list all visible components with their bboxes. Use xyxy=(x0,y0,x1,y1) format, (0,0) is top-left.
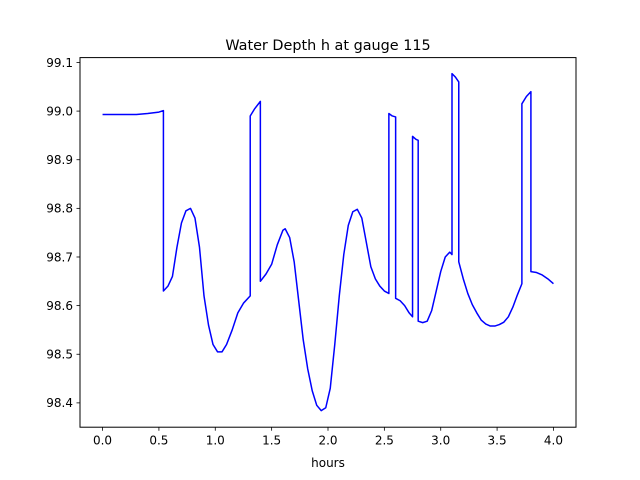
x-tick-label: 0.0 xyxy=(93,434,112,448)
x-axis-label: hours xyxy=(311,456,345,470)
plot-content xyxy=(102,72,554,412)
x-tick-label: 2.0 xyxy=(318,434,337,448)
x-tick-label: 3.5 xyxy=(488,434,507,448)
x-tick-label: 2.5 xyxy=(375,434,394,448)
x-tick-label: 0.5 xyxy=(149,434,168,448)
y-tick-label: 98.5 xyxy=(46,348,73,362)
y-tick-label: 98.6 xyxy=(46,299,73,313)
plot-frame xyxy=(79,57,577,428)
x-tick-label: 1.0 xyxy=(206,434,225,448)
x-tick-label: 3.0 xyxy=(431,434,450,448)
y-axis: 98.4 98.5 98.6 98.7 98.8 98.9 99.0 99.1 xyxy=(46,56,80,410)
x-tick-label: 1.5 xyxy=(262,434,281,448)
y-tick-label: 98.7 xyxy=(46,250,73,264)
x-tick-label: 4.0 xyxy=(544,434,563,448)
x-axis: 0.0 0.5 1.0 1.5 2.0 2.5 3.0 3.5 4.0 xyxy=(93,427,563,448)
y-tick-label: 98.4 xyxy=(46,396,73,410)
chart-title: Water Depth h at gauge 115 xyxy=(225,38,430,54)
y-tick-label: 99.1 xyxy=(46,56,73,70)
y-tick-label: 98.8 xyxy=(46,202,73,216)
y-tick-label: 99.0 xyxy=(46,104,73,118)
series-line-1 xyxy=(102,72,554,412)
y-tick-label: 98.9 xyxy=(46,153,73,167)
